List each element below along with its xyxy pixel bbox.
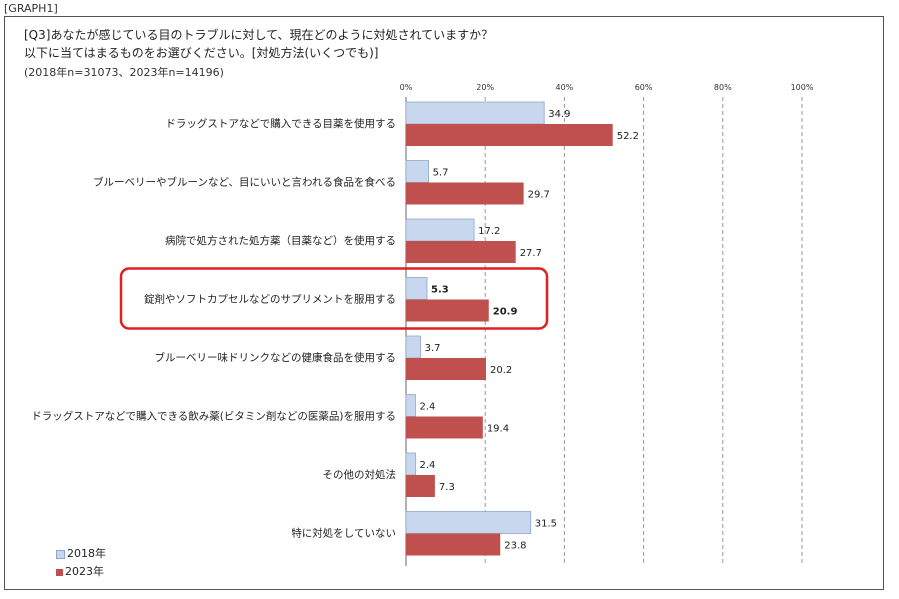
category-label: ブルーベリーやブルーンなど、目にいいと言われる食品を食べる [93, 176, 396, 189]
value-label-2018: 17.2 [478, 226, 500, 237]
bar-2023 [406, 533, 501, 556]
value-label-2018: 5.3 [431, 285, 449, 296]
value-label-2023: 52.2 [617, 131, 639, 142]
category-label: 特に対処をしていない [291, 527, 396, 540]
bar-2018 [405, 335, 422, 359]
tick-label-20: 20% [476, 83, 494, 92]
chart-title-line1: [Q3]あなたが感じている目のトラブルに対して、現在どのように対処されていますか… [24, 28, 494, 42]
bar-2023 [406, 416, 483, 439]
legend-label-2023: 2023年 [65, 565, 104, 578]
category-label: 病院で処方された処方薬（目薬など）を使用する [165, 234, 396, 247]
bar-2023 [406, 299, 489, 322]
bar-2023 [406, 182, 524, 205]
category-label: ドラッグストアなどで購入できる目薬を使用する [165, 117, 396, 130]
bar-2023 [406, 358, 486, 380]
legend-item-2018: 2018年 [56, 545, 106, 561]
bar-2018 [405, 394, 416, 417]
chart-title-line2: 以下に当てはまるものをお選びください。[対処方法(いくつでも)] [24, 46, 379, 60]
tick-label-80: 80% [714, 83, 732, 92]
sample-size-note: (2018年n=31073、2023年n=14196) [24, 66, 224, 79]
value-label-2023: 19.4 [487, 424, 509, 435]
bar-2018 [405, 511, 532, 534]
value-label-2018: 5.7 [433, 168, 449, 179]
category-label: 錠剤やソフトカプセルなどのサプリメントを服用する [144, 293, 396, 306]
category-label: その他の対処法 [323, 468, 397, 481]
bar-2018 [405, 160, 429, 183]
tick-label-100: 100% [791, 83, 814, 92]
bar-2018 [405, 277, 428, 300]
bar-2023 [406, 241, 516, 263]
bar-2023 [406, 124, 613, 146]
tick-label-40: 40% [556, 83, 574, 92]
bar-2018 [405, 452, 416, 476]
legend-label-2018: 2018年 [67, 547, 106, 560]
bar-2018 [405, 218, 475, 242]
category-label: ブルーベリー味ドリンクなどの健康食品を使用する [155, 351, 397, 364]
value-label-2023: 20.9 [493, 307, 518, 318]
value-label-2023: 20.2 [490, 365, 512, 376]
graph-tag: [GRAPH1] [4, 2, 58, 15]
legend-item-2023: 2023年 [56, 563, 104, 579]
value-label-2023: 29.7 [528, 190, 550, 201]
category-label: ドラッグストアなどで購入できる飲み薬(ビタミン剤などの医薬品)を服用する [31, 410, 396, 423]
value-label-2018: 2.4 [420, 460, 436, 471]
legend-swatch-2018 [56, 549, 65, 559]
tick-label-60: 60% [635, 83, 653, 92]
tick-label-0: 0% [400, 83, 413, 92]
value-label-2018: 2.4 [420, 402, 436, 413]
value-label-2023: 23.8 [504, 541, 526, 552]
value-label-2018: 34.9 [548, 109, 570, 120]
chart-frame [4, 16, 884, 590]
bar-2023 [406, 475, 435, 497]
bar-2018 [405, 101, 545, 125]
value-label-2018: 3.7 [425, 343, 441, 354]
value-label-2023: 7.3 [439, 482, 455, 493]
value-label-2018: 31.5 [535, 519, 557, 530]
legend-swatch-2023 [56, 568, 63, 576]
highlight-box [119, 267, 549, 330]
value-label-2023: 27.7 [520, 248, 542, 259]
